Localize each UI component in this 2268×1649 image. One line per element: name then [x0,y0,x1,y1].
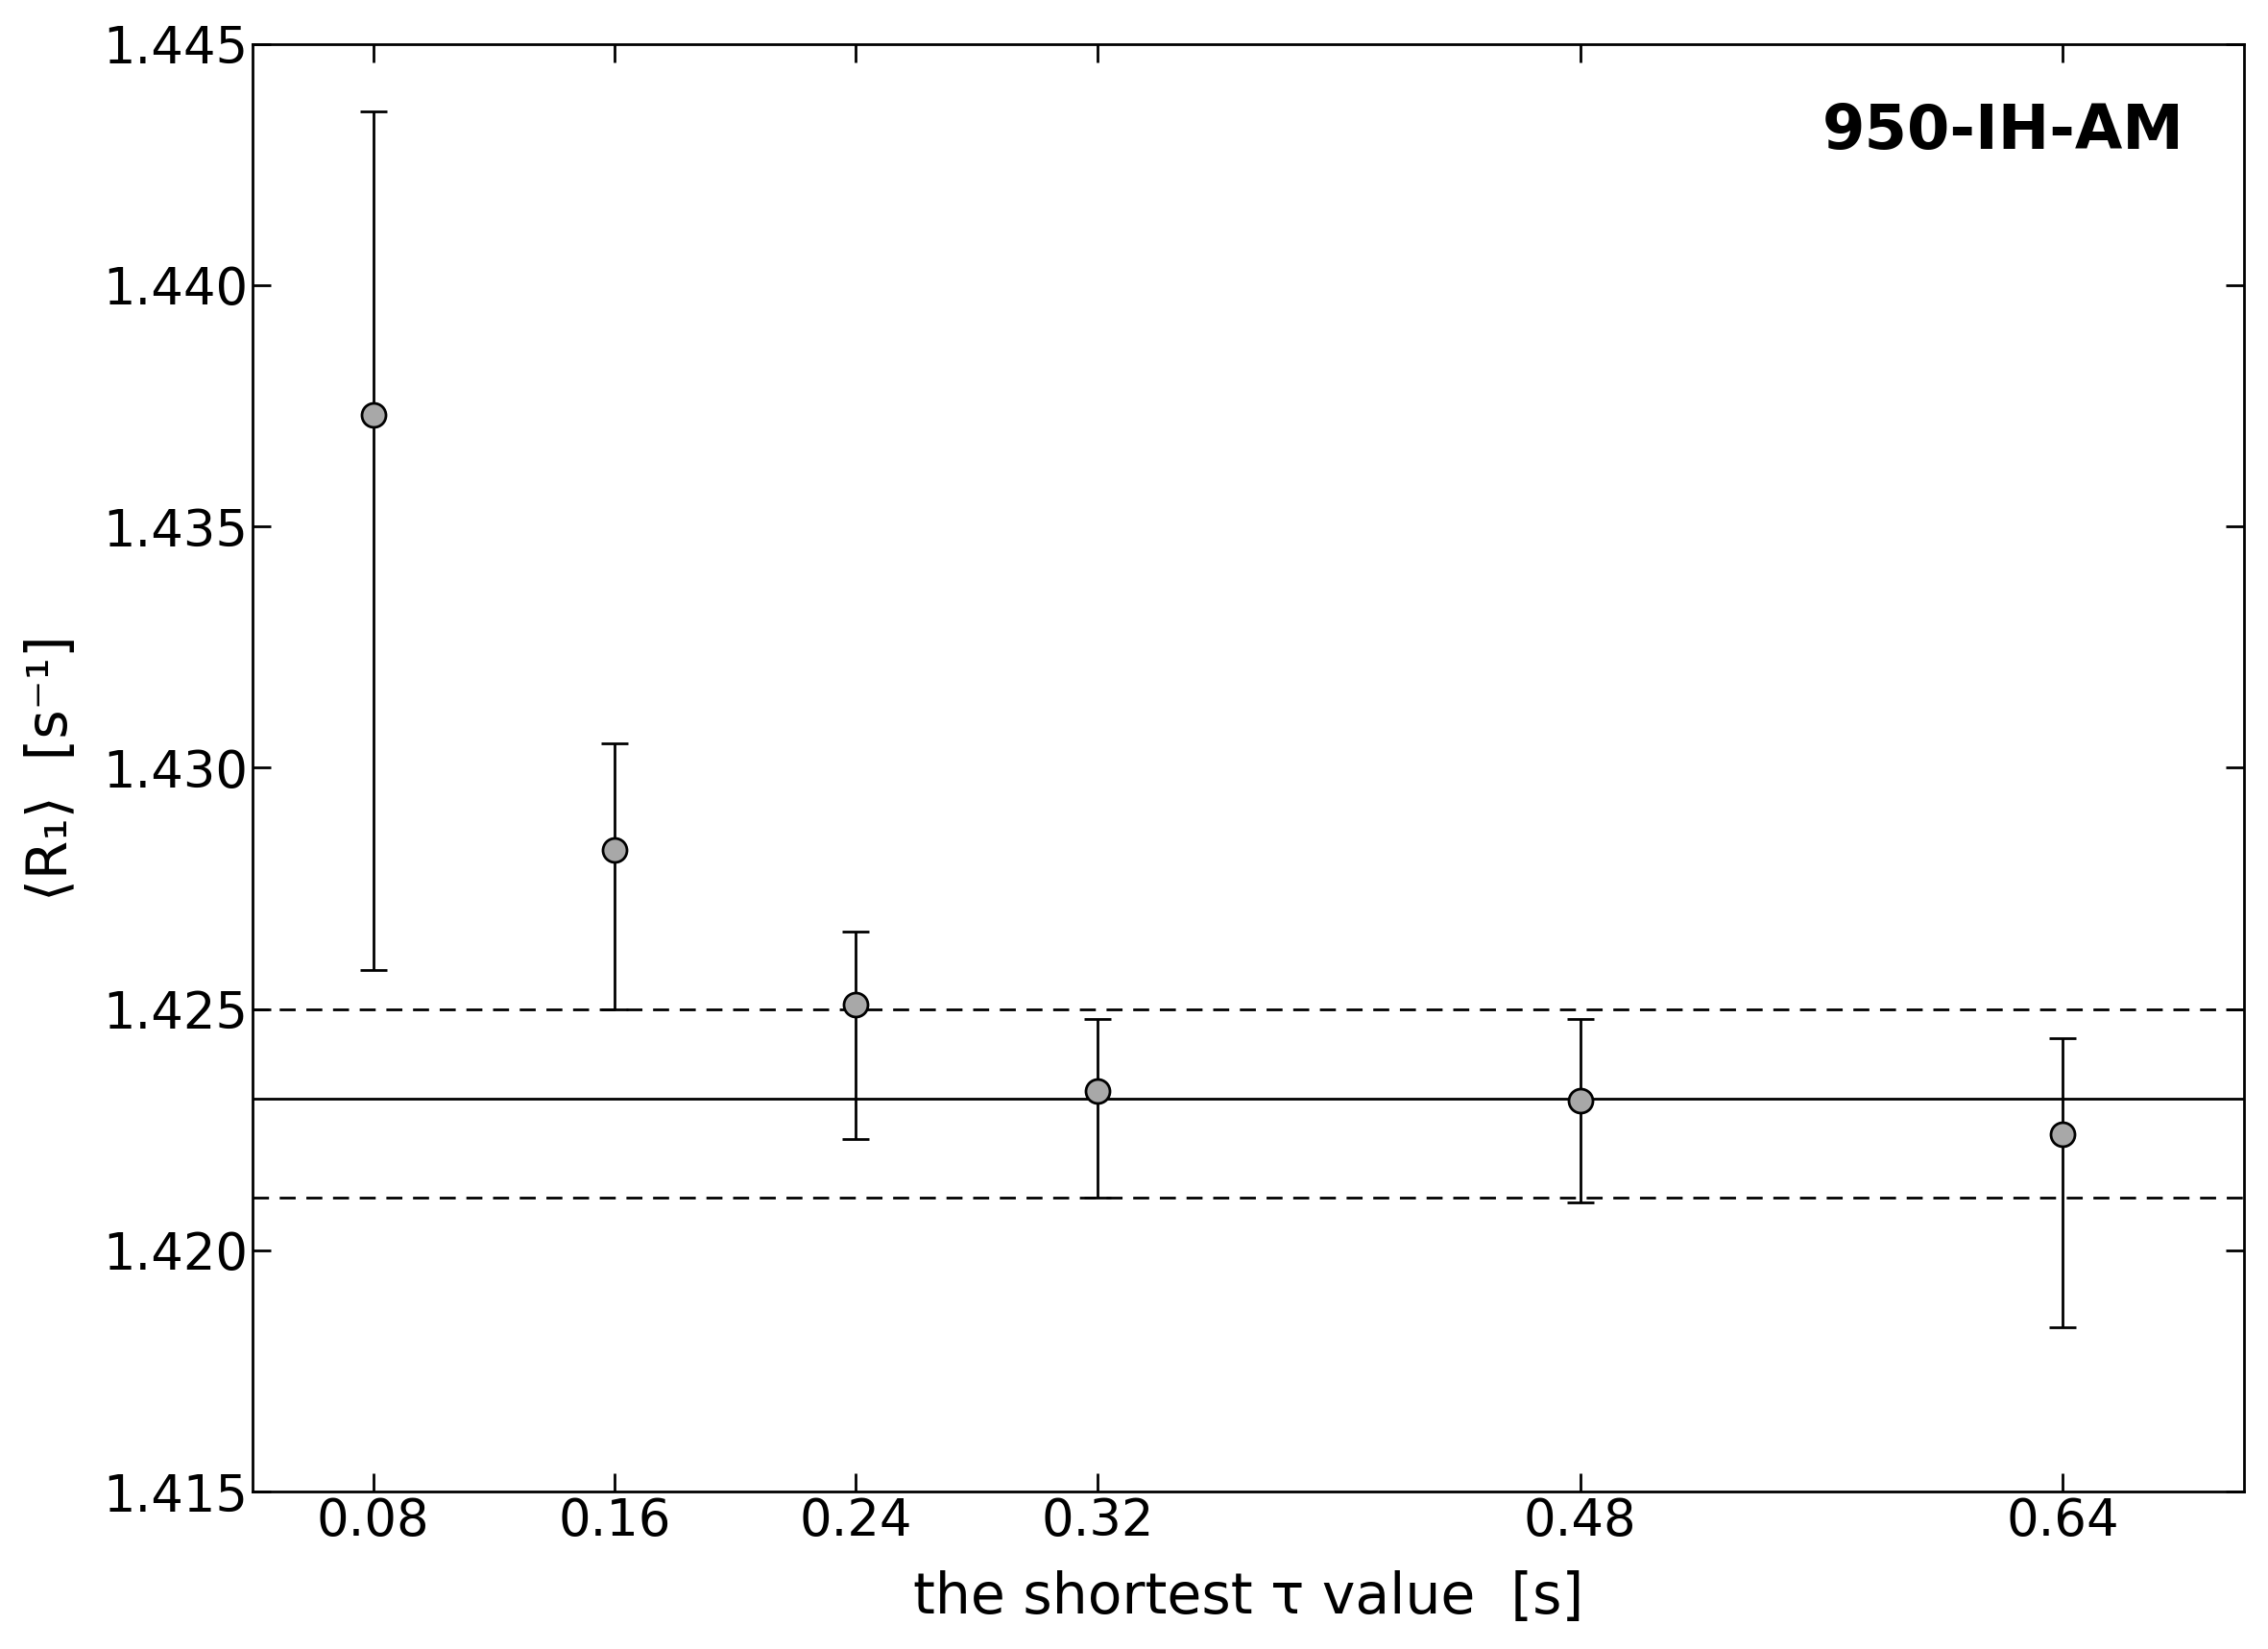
X-axis label: the shortest τ value  [s]: the shortest τ value [s] [914,1570,1583,1624]
Y-axis label: ⟨R₁⟩  [s⁻¹]: ⟨R₁⟩ [s⁻¹] [25,635,79,900]
Text: 950-IH-AM: 950-IH-AM [1823,102,2184,162]
